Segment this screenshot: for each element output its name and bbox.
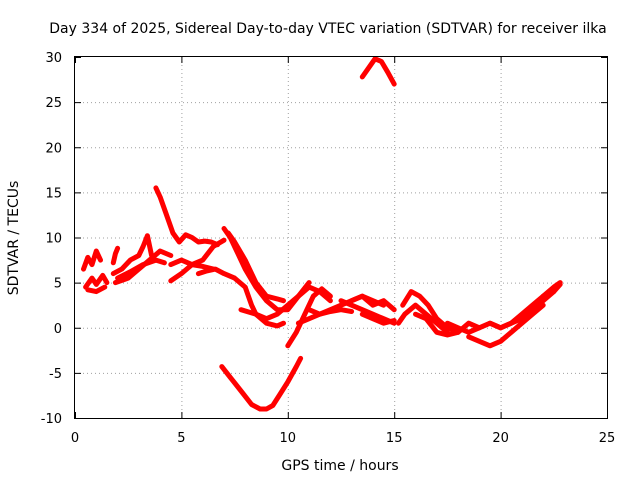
series-line-arc-a1 [81, 248, 103, 272]
series-line-arc-x [498, 281, 563, 331]
x-axis-label: GPS time / hours [281, 458, 398, 474]
x-tick-label: 10 [280, 431, 297, 446]
series-line-arc-e [168, 257, 216, 272]
x-tick-label: 15 [386, 431, 403, 446]
y-tick-label: 15 [45, 186, 62, 201]
y-tick-label: 25 [45, 96, 62, 111]
y-tick-label: -5 [49, 367, 62, 382]
series-line-arc-a2 [83, 272, 110, 290]
x-tick-label: 20 [492, 431, 509, 446]
series-line-arc-n [338, 298, 397, 326]
series-line-arc-y [519, 280, 563, 322]
series-line-arc-f [195, 266, 286, 329]
series-line-arc-j [219, 355, 304, 412]
series-line-arc-h [225, 230, 286, 304]
series-line-arc-b1 [110, 233, 155, 277]
plot-series [81, 57, 563, 412]
grid [75, 57, 607, 418]
series-line-arc-o [349, 293, 397, 313]
series-line-arc-p [359, 311, 397, 326]
series-line-arc-i [238, 284, 333, 322]
series-line-arc-k [285, 286, 333, 349]
series-line-arc-t [413, 311, 482, 338]
series-line-arc-s [400, 289, 461, 335]
axis-ticks: 0 5 10 15 20 25 -10 -5 0 5 10 15 20 25 30 [41, 51, 616, 446]
x-tick-label: 5 [177, 431, 185, 446]
series-line-arc-b3 [115, 257, 167, 281]
x-tick-label: 25 [599, 431, 616, 446]
chart-title: Day 334 of 2025, Sidereal Day-to-day VTE… [49, 21, 606, 37]
y-tick-label: 5 [54, 277, 62, 292]
y-tick-label: 30 [45, 51, 62, 66]
y-tick-label: 20 [45, 141, 62, 156]
series-line-arc-v [466, 302, 546, 349]
series-line-arc-a3 [85, 284, 108, 295]
series-line-arc-c [153, 185, 221, 248]
y-axis-label: SDTVAR / TECUs [6, 181, 22, 296]
series-line-arc-q [359, 57, 397, 87]
series-line-arc-m [306, 307, 355, 317]
series-line-arc-r [396, 302, 450, 335]
series-line-arc-a4 [110, 245, 121, 266]
x-tick-label: 0 [71, 431, 79, 446]
plot-frame [74, 56, 608, 419]
y-tick-label: 10 [45, 232, 62, 247]
y-tick-label: -10 [41, 412, 62, 427]
y-tick-label: 0 [54, 322, 62, 337]
series-line-arc-d [168, 237, 227, 284]
